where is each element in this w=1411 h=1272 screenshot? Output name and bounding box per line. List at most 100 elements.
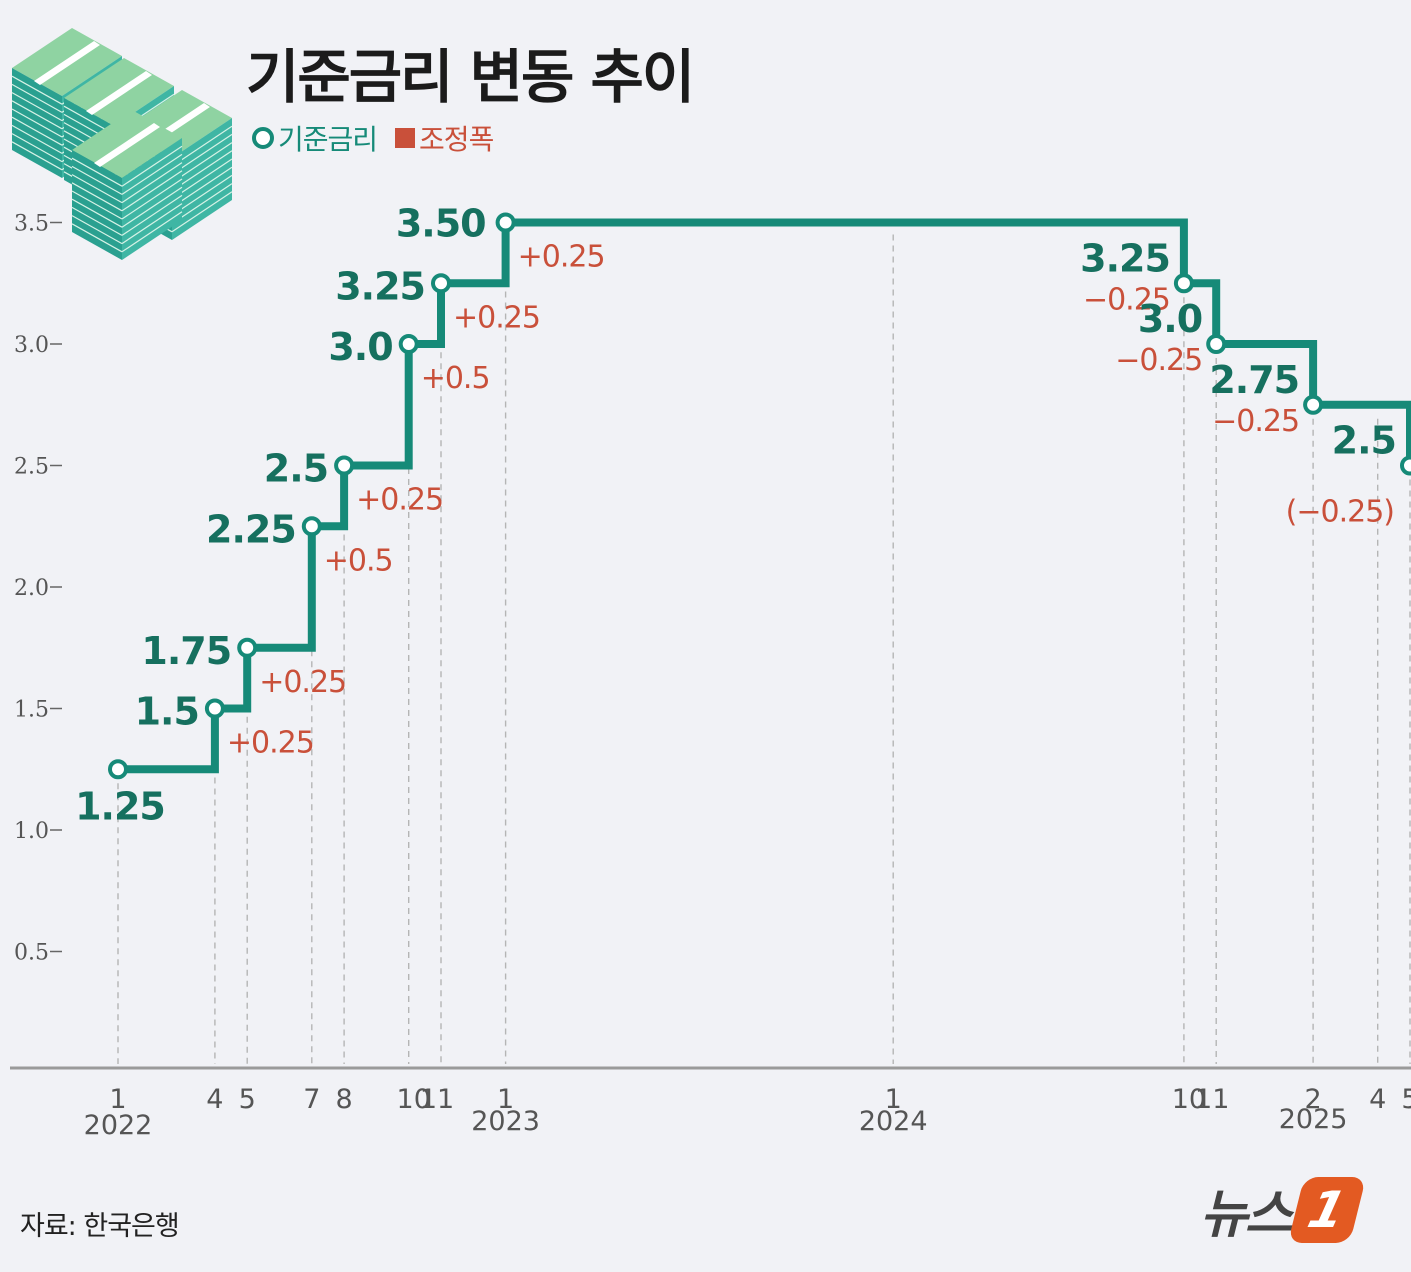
x-tick-label: 4 [1369, 1084, 1386, 1115]
money-stack-1-stripe [11, 92, 63, 122]
money-stack-1-stripe [11, 108, 63, 138]
rate-change-label: +0.25 [259, 665, 346, 700]
rate-change-label: +0.5 [421, 361, 490, 396]
rate-value-label: 1.5 [135, 690, 199, 734]
money-stack-1-stripe [11, 133, 63, 163]
rate-change-label: +0.25 [356, 483, 443, 518]
rate-change-label: −0.25 [1083, 282, 1170, 317]
money-stack-4-stripe [71, 182, 123, 212]
chart-gridlines [117, 234, 1411, 1064]
x-tick-label: 1 [109, 1084, 126, 1115]
rate-point [431, 273, 451, 294]
x-tick-label: 7 [303, 1084, 320, 1115]
x-tick-label: 11 [420, 1084, 454, 1115]
money-stack-4-band [94, 123, 160, 167]
rate-point [334, 455, 355, 476]
rate-value-label: 2.5 [1332, 419, 1396, 463]
rate-value-label: 3.25 [1080, 236, 1170, 280]
money-stack-4-stripe [121, 145, 183, 187]
rate-value-label: 2.25 [206, 507, 296, 551]
money-stack-4-stripe [71, 206, 123, 236]
money-stack-1-stripe [11, 124, 63, 154]
rate-value-label: 2.5 [264, 447, 328, 491]
y-axis: 3.5 3.0 2.5 2.0 1.5 1.0 0.5 [14, 212, 62, 966]
y-tick-label: 3.0 [14, 333, 49, 358]
money-stack-1-stripe [11, 75, 63, 105]
x-year-label: 2023 [471, 1106, 540, 1137]
rate-point [1400, 455, 1411, 476]
rate-change-label: (−0.25) [1286, 495, 1394, 530]
money-stack-1-stripe [11, 83, 63, 113]
x-tick-label: 1 [497, 1084, 514, 1115]
x-tick-label: 4 [206, 1084, 223, 1115]
news1-logo: 뉴스 1 [1200, 1172, 1366, 1247]
x-tick-label: 1 [885, 1084, 902, 1115]
legend-change-label: 조정폭 [419, 123, 494, 156]
money-stack-3-stripe [171, 191, 233, 233]
money-stack-4-stripe [121, 211, 183, 253]
rate-value-label: 3.50 [396, 202, 486, 246]
data-labels: 1.25 1.5 +0.25 1.75 +0.25 2.25 +0.5 2.5 +0.25 3.0… [75, 202, 1397, 829]
rate-point [1173, 273, 1194, 294]
x-tick-label: 5 [239, 1084, 256, 1115]
money-stack-4-stripe [121, 178, 183, 220]
rate-point [237, 637, 258, 658]
rate-series [108, 212, 1411, 780]
money-stack-4-stripe [121, 203, 183, 245]
money-stack-4-stripe [71, 157, 123, 187]
x-tick-label: 2 [1305, 1084, 1322, 1115]
rate-value-label: 3.0 [1138, 297, 1202, 341]
money-stack-4-stripe [71, 190, 123, 220]
logo-badge-text: 1 [1302, 1180, 1352, 1239]
legend-square-icon [395, 128, 416, 148]
y-tick-label: 1.0 [14, 819, 49, 844]
rate-step-line [118, 218, 1411, 774]
rate-change-label: −0.25 [1212, 404, 1299, 439]
money-stack-4-stripe [71, 165, 123, 195]
x-year-label: 2025 [1279, 1104, 1348, 1135]
rate-change-label: +0.25 [518, 240, 605, 275]
x-tick-label: 5 [1401, 1084, 1411, 1115]
rate-point [1303, 394, 1324, 415]
rate-point [398, 334, 419, 354]
logo-text: 뉴스 [1200, 1185, 1293, 1245]
money-stack-2-band [86, 71, 152, 115]
money-stack-4-stripe [71, 215, 123, 245]
legend-rate: 기준금리 [252, 118, 378, 158]
rate-value-label: 1.75 [141, 629, 231, 673]
rate-change-label: +0.25 [453, 300, 540, 335]
money-stack-4-stripe [121, 162, 183, 204]
x-tick-label: 10 [1172, 1084, 1206, 1115]
y-tick-label: 2.0 [14, 576, 49, 601]
money-stack-4-stripe [121, 186, 183, 228]
rate-point [108, 759, 128, 780]
money-stack-4-stripe [121, 153, 183, 195]
y-tick-label: 1.5 [14, 698, 49, 723]
money-stack-1-band [34, 41, 100, 85]
money-stack-1-stripe [11, 100, 63, 130]
x-year-label: 2024 [859, 1106, 928, 1137]
money-stack-4-stripe [71, 223, 123, 253]
legend-rate-label: 기준금리 [278, 123, 378, 156]
rate-change-label: +0.25 [227, 726, 314, 761]
legend-change: 조정폭 [395, 118, 494, 158]
y-tick-label: 0.5 [14, 941, 49, 966]
money-stack-4 [71, 110, 183, 260]
y-tick-label: 2.5 [14, 455, 49, 480]
money-stack-icon [11, 28, 233, 260]
rate-change-label: −0.25 [1115, 343, 1202, 378]
money-stack-4-stripe [121, 170, 183, 212]
money-stack-4-stripe [71, 174, 123, 204]
rate-value-label: 2.75 [1209, 358, 1299, 402]
legend: 기준금리 조정폭 [252, 118, 494, 158]
logo-badge-icon: 1 [1287, 1176, 1366, 1243]
legend-circle-icon [252, 127, 274, 149]
page-title: 기준금리 변동 추이 [246, 43, 695, 111]
rate-value-label: 3.0 [328, 325, 392, 369]
money-stack-4-stripe [71, 198, 123, 228]
x-tick-label: 10 [397, 1084, 431, 1115]
x-tick-label: 8 [336, 1084, 353, 1115]
rate-point [301, 516, 322, 537]
x-year-label: 2022 [84, 1110, 153, 1141]
